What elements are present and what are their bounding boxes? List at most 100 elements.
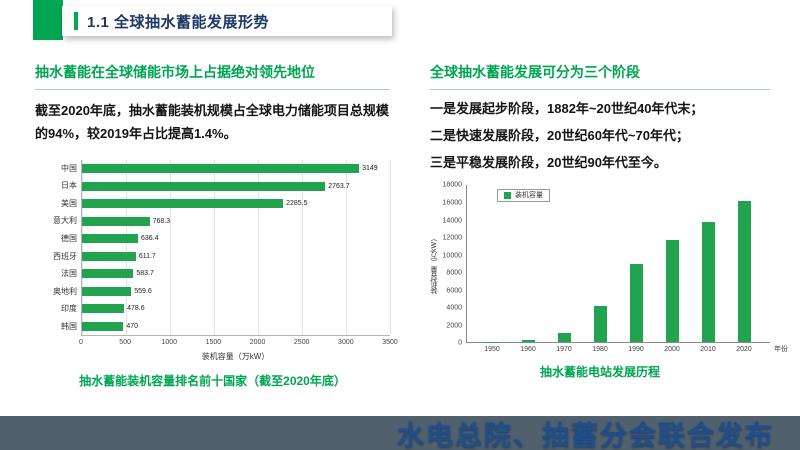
- y-tick-label: 8000: [446, 269, 462, 277]
- bar: [594, 305, 608, 343]
- gridline: [170, 159, 171, 335]
- category-label: 韩国: [61, 321, 77, 331]
- title-box: 1.1 全球抽水蓄能发展形势: [62, 6, 392, 36]
- x-tick-label: 1500: [205, 338, 222, 346]
- bar-row: 478.6: [82, 304, 390, 314]
- value-label: 3149: [362, 165, 378, 173]
- bar-row: 636.4: [82, 234, 390, 244]
- bar-row: 2285.5: [82, 199, 390, 209]
- bar: [82, 199, 284, 209]
- bar: [82, 164, 360, 174]
- bar-row: 3149: [82, 164, 390, 174]
- legend-label: 装机容量: [515, 192, 543, 200]
- left-chart-categories: 中国 日本 美国 意大利 德国 西班牙 法国 奥地利 印度 韩国: [35, 160, 81, 336]
- x-tick-label: 1970: [556, 346, 572, 354]
- left-chart-plot-area: 3149 2763.7 2285.5 768.3 636.4 611.7 583.7 559.…: [79, 159, 398, 362]
- gridline: [258, 159, 259, 335]
- bar: [486, 341, 500, 343]
- right-heading: 全球抽水蓄能发展可分为三个阶段: [430, 64, 640, 80]
- bar: [82, 251, 136, 261]
- right-chart-plot-area: 装机容量 1950 1960 1970 1980 1990 2000 2010 2020 年份: [466, 185, 788, 354]
- left-chart-body: 中国 日本 美国 意大利 德国 西班牙 法国 奥地利 印度 韩国 3149 2763.7 2285.5…: [35, 159, 398, 362]
- gridline: [346, 159, 347, 335]
- bar: [629, 263, 643, 343]
- right-chart-xaxis-label: 年份: [774, 346, 788, 354]
- right-chart-caption: 抽水蓄能电站发展历程: [539, 365, 660, 380]
- left-chart-caption: 抽水蓄能装机容量排名前十国家（截至2020年底）: [79, 373, 346, 388]
- bar: [82, 216, 150, 226]
- category-label: 西班牙: [53, 251, 77, 261]
- right-chart-body: 装机容量（万kW） 0 2000 4000 6000 8000 10000 12000 140…: [430, 181, 788, 354]
- value-label: 470: [126, 322, 139, 330]
- x-tick-label: 500: [119, 338, 131, 346]
- footer-watermark-text: 水电总院、抽蓄分会联合发布: [397, 420, 774, 450]
- left-chart: 中国 日本 美国 意大利 德国 西班牙 法国 奥地利 印度 韩国 3149 2763.7 2285.5…: [35, 159, 398, 362]
- stage-line-3: 三是平稳发展阶段，20世纪90年代至今。: [430, 155, 667, 171]
- bar: [82, 181, 326, 191]
- y-tick-label: 0: [458, 339, 462, 347]
- bar-row: 583.7: [82, 269, 390, 279]
- category-label: 日本: [61, 181, 77, 191]
- bar: [82, 234, 138, 244]
- y-tick-label: 6000: [446, 287, 462, 295]
- header-accent-block: [33, 0, 63, 40]
- right-chart-plot: 装机容量: [466, 185, 770, 344]
- x-tick-label: 2000: [249, 338, 266, 346]
- title-accent-bar: [74, 12, 78, 30]
- right-chart: 装机容量（万kW） 0 2000 4000 6000 8000 10000 12000 140…: [430, 181, 788, 354]
- page-title: 1.1 全球抽水蓄能发展形势: [87, 13, 270, 31]
- right-chart-yticks: 0 2000 4000 6000 8000 10000 12000 14000 16000 180…: [440, 181, 466, 347]
- right-chart-yaxis-label: 装机容量（万kW）: [431, 234, 438, 294]
- y-tick-label: 4000: [446, 304, 462, 312]
- left-chart-xaxis-label: 装机容量（万kW）: [201, 351, 270, 361]
- right-chart-legend: 装机容量: [497, 189, 550, 203]
- x-tick-label: 1950: [484, 346, 500, 354]
- x-tick-label: 2000: [664, 346, 680, 354]
- y-tick-label: 16000: [442, 199, 462, 207]
- x-tick-label: 2500: [293, 338, 310, 346]
- value-label: 2763.7: [328, 182, 350, 190]
- right-stage-list: 一是发展起步阶段，1882年~20世纪40年代末； 二是快速发展阶段，20世纪6…: [430, 99, 770, 173]
- bar: [665, 239, 679, 343]
- left-chart-plot: 3149 2763.7 2285.5 768.3 636.4 611.7 583.7 559.…: [81, 159, 391, 336]
- value-label: 636.4: [141, 235, 159, 243]
- right-section: 全球抽水蓄能发展可分为三个阶段 一是发展起步阶段，1882年~20世纪40年代末…: [430, 62, 788, 380]
- category-label: 奥地利: [53, 286, 77, 296]
- value-label: 611.7: [138, 252, 156, 260]
- gridline: [214, 159, 215, 335]
- bar: [701, 222, 715, 343]
- x-tick-label: 2020: [736, 346, 752, 354]
- gridline: [82, 159, 83, 335]
- category-label: 印度: [61, 304, 77, 314]
- bar: [737, 201, 751, 343]
- bar: [522, 339, 536, 343]
- bar: [558, 332, 572, 343]
- stage-line-2: 二是快速发展阶段，20世纪60年代~70年代；: [430, 128, 689, 144]
- x-tick-label: 3500: [382, 338, 398, 346]
- category-label: 意大利: [53, 216, 77, 226]
- stage-line-1: 一是发展起步阶段，1882年~20世纪40年代末；: [430, 101, 704, 116]
- y-tick-label: 2000: [446, 322, 462, 330]
- y-tick-label: 18000: [442, 181, 462, 189]
- category-label: 中国: [61, 163, 77, 173]
- value-label: 559.6: [134, 287, 152, 295]
- left-chart-xaxis: 0 500 1000 1500 2000 2500 3000 3500: [79, 338, 398, 348]
- value-label: 2285.5: [286, 200, 308, 208]
- bar: [82, 304, 125, 314]
- x-tick-label: 0: [79, 338, 83, 346]
- bar-row: 470: [82, 321, 390, 331]
- left-heading: 抽水蓄能在全球储能市场上占据绝对领先地位: [35, 64, 315, 80]
- value-label: 768.3: [152, 217, 171, 225]
- x-tick-label: 2010: [700, 346, 716, 354]
- value-label: 478.6: [127, 305, 145, 313]
- y-tick-label: 12000: [442, 234, 462, 242]
- gridline: [302, 159, 303, 335]
- x-tick-label: 1980: [592, 346, 608, 354]
- bar-row: 611.7: [82, 251, 390, 261]
- value-label: 583.7: [136, 270, 154, 278]
- bar: [82, 269, 134, 279]
- bar-row: 2763.7: [82, 181, 390, 191]
- right-divider: [430, 89, 770, 90]
- category-label: 法国: [61, 269, 77, 279]
- right-chart-xaxis: 1950 1960 1970 1980 1990 2000 2010 2020 年份: [466, 346, 788, 354]
